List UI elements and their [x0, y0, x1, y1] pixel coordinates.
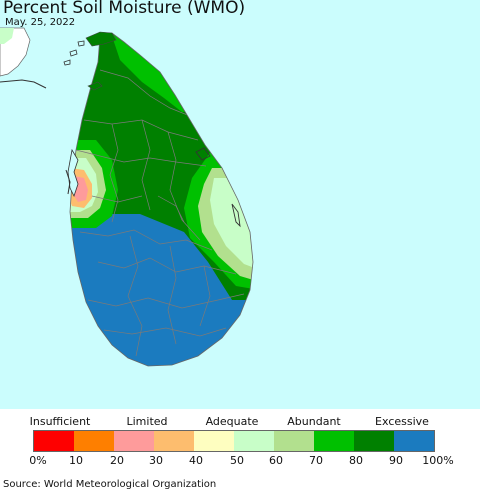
legend-swatch-4: [194, 431, 234, 451]
legend-swatch-5: [234, 431, 274, 451]
north-islet-2: [63, 59, 71, 66]
mannar-island: [87, 81, 103, 91]
legend-swatch-1: [74, 431, 114, 451]
legend-tick: 50: [230, 454, 244, 467]
legend-category-abundant: Abundant: [287, 415, 341, 428]
north-islet-3: [77, 40, 85, 47]
district-borders: [75, 69, 245, 357]
legend-swatch-7: [314, 431, 354, 451]
legend-tick: 40: [189, 454, 203, 467]
soil-moisture-map: [0, 27, 254, 367]
jaffna-peninsula: [85, 31, 117, 47]
legend-category-insufficient: Insufficient: [29, 415, 91, 428]
legend-tick: 20: [110, 454, 124, 467]
source-credit: Source: World Meteorological Organizatio…: [3, 479, 217, 490]
legend-swatch-2: [114, 431, 154, 451]
map-panel: Percent Soil Moisture (WMO) May. 25, 202…: [0, 0, 480, 409]
trincomalee-bay: [195, 147, 211, 161]
legend-swatch-6: [274, 431, 314, 451]
legend-swatch-0: [34, 431, 74, 451]
legend-tick: 80: [349, 454, 363, 467]
legend-tick: 10: [69, 454, 83, 467]
legend-tick: 70: [309, 454, 323, 467]
legend-swatch-3: [154, 431, 194, 451]
batticaloa-lagoon: [231, 203, 241, 228]
legend-tick: 100%: [422, 454, 454, 467]
legend-category-adequate: Adequate: [205, 415, 259, 428]
map-date: May. 25, 2022: [5, 17, 76, 28]
puttalam-lagoon: [67, 148, 79, 198]
india-green-patch: [0, 28, 14, 44]
legend-tick: 90: [389, 454, 403, 467]
legend-tick: 0%: [29, 454, 47, 467]
west-coast-spit: [65, 169, 71, 195]
legend-swatch-8: [354, 431, 394, 451]
legend-color-bar: [33, 430, 435, 452]
north-islet-1: [69, 49, 78, 57]
legend-tick: 30: [149, 454, 163, 467]
india-coast-line: [0, 79, 47, 89]
legend-tick: 60: [269, 454, 283, 467]
map-title: Percent Soil Moisture (WMO): [3, 0, 246, 18]
legend-category-limited: Limited: [126, 415, 168, 428]
legend-category-excessive: Excessive: [375, 415, 429, 428]
legend-swatch-9: [394, 431, 434, 451]
